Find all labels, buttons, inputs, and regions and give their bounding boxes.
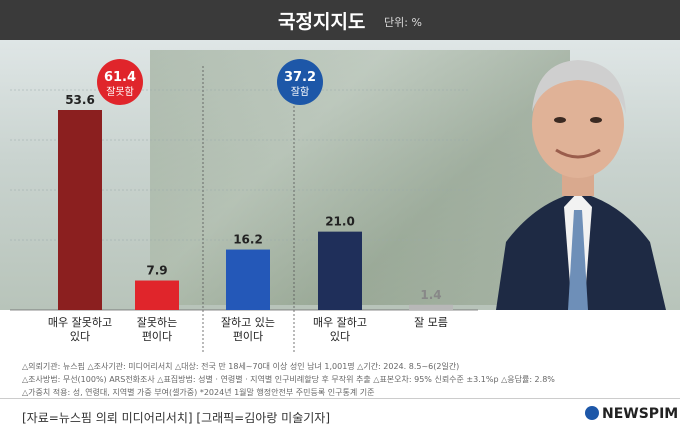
summary-label: 잘못함: [106, 86, 134, 98]
category-label: 편이다: [233, 330, 263, 343]
unit-label: 단위: %: [384, 16, 422, 29]
footnote-line: △의뢰기관: 뉴스핌 △조사기관: 미디어리서치 △대상: 전국 만 18세~7…: [22, 362, 460, 371]
category-label: 잘못하는: [137, 315, 177, 329]
bar-value-label: 16.2: [233, 233, 263, 247]
bar-value-label: 7.9: [146, 264, 167, 278]
logo-mark-icon: [585, 406, 599, 420]
category-label: 잘 모름: [414, 316, 448, 329]
bar: [226, 249, 270, 310]
category-label: 매우 잘하고: [313, 315, 367, 329]
summary-value: 37.2: [284, 70, 316, 85]
category-label: 있다: [330, 330, 350, 343]
category-label: 편이다: [142, 330, 172, 343]
category-label: 매우 잘못하고: [48, 315, 112, 329]
bar-value-label: 21.0: [325, 215, 355, 229]
logo-text: NEWSPIM: [602, 406, 679, 422]
footnote-line: △가중치 적용: 성, 연령대, 지역별 가중 부여(셀가중) *2024년 1…: [22, 388, 375, 397]
summary-value: 61.4: [104, 70, 136, 85]
survey-footnotes: △의뢰기관: 뉴스핌 △조사기관: 미디어리서치 △대상: 전국 만 18세~7…: [22, 360, 662, 399]
category-label: 있다: [70, 330, 90, 343]
bar-value-label: 53.6: [65, 93, 95, 107]
source-credit: [자료=뉴스핌 의뢰 미디어리서치] [그래픽=김아랑 미술기자]: [22, 411, 331, 425]
footer-divider: [0, 398, 680, 399]
bar-value-label: 1.4: [420, 288, 441, 302]
bar: [409, 304, 453, 310]
summary-label: 잘함: [291, 86, 309, 98]
summary-badge: [97, 59, 143, 105]
bar: [318, 231, 362, 310]
header-bar: 국정지지도 단위: %: [0, 0, 680, 40]
bar: [58, 110, 102, 310]
bar: [135, 280, 179, 310]
person-photo: [496, 60, 666, 310]
newspim-logo: NEWSPIM: [585, 406, 678, 422]
footnote-line: △조사방법: 무선(100%) ARS전화조사 △표집방법: 성별 · 연령별 …: [22, 375, 555, 384]
category-label: 잘하고 있는: [221, 315, 275, 329]
summary-badge: [277, 59, 323, 105]
chart-title: 국정지지도: [278, 11, 366, 33]
